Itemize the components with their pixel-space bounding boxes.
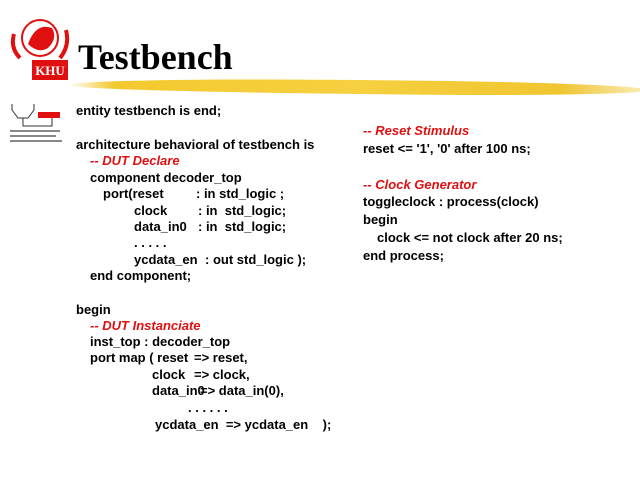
university-logo: KHU (8, 14, 70, 80)
code-line: : out std_logic ); (205, 252, 307, 267)
code-line: data_in0 (134, 219, 187, 234)
code-line: => clock, (194, 367, 250, 382)
code-line: inst_top : decoder_top (90, 334, 231, 349)
code-line: . . . . . . (188, 400, 228, 415)
code-line: => data_in(0), (200, 383, 284, 398)
code-line: : in std_logic; (198, 219, 287, 234)
code-line: : in std_logic ; (196, 186, 285, 201)
lab-logo (8, 100, 68, 150)
code-line: begin (76, 302, 111, 317)
code-line: port map ( reset (90, 350, 189, 365)
code-line: reset <= '1', '0' after 100 ns; (363, 141, 531, 156)
slide-title: Testbench (78, 37, 233, 77)
code-line: end component; (90, 268, 192, 283)
code-line: begin (363, 212, 398, 227)
code-line: clock (152, 367, 186, 382)
code-line: ycdata_en (134, 252, 198, 267)
code-line: data_in0 (152, 383, 205, 398)
code-line: clock <= not clock after 20 ns; (377, 230, 563, 245)
code-line: : in std_logic; (198, 203, 287, 218)
code-line: port(reset (103, 186, 164, 201)
code-line: toggleclock : process(clock) (363, 194, 539, 209)
code-line: => reset, (194, 350, 248, 365)
code-line: . . . . . (134, 235, 167, 250)
code-comment: -- Reset Stimulus (363, 123, 470, 138)
code-line: end process; (363, 248, 444, 263)
code-comment: -- DUT Instanciate (90, 318, 201, 333)
code-line: clock (134, 203, 168, 218)
code-line: entity testbench is end; (76, 103, 222, 118)
code-line: architecture behavioral of testbench is (76, 137, 315, 152)
code-line: component decoder_top (90, 170, 242, 185)
highlight-brush-stroke (67, 76, 640, 98)
code-comment: -- Clock Generator (363, 177, 477, 192)
code-line: ycdata_en => ycdata_en ); (155, 417, 332, 432)
code-comment: -- DUT Declare (90, 153, 180, 168)
svg-text:KHU: KHU (35, 63, 65, 78)
